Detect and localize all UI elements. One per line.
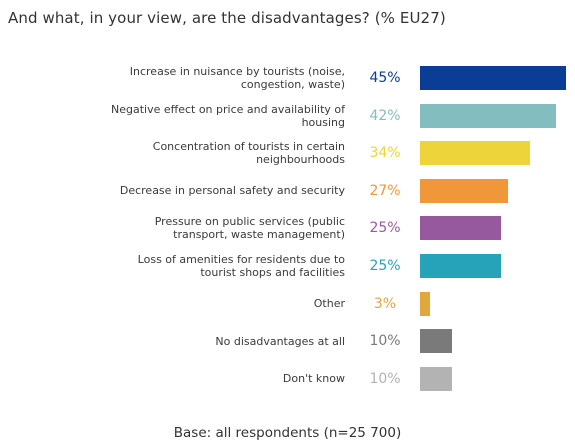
bar-row: Loss of amenities for residents due to to… — [0, 250, 575, 282]
bar — [420, 216, 502, 241]
category-label-line: Increase in nuisance by tourists (noise, — [129, 65, 345, 78]
bar-row: Decrease in personal safety and security… — [0, 175, 575, 207]
category-label: Pressure on public services (public trans… — [45, 212, 345, 244]
bar — [420, 254, 502, 278]
category-label-text: Don't know — [283, 372, 345, 385]
bar — [420, 141, 531, 166]
chart-title: And what, in your view, are the disadvan… — [8, 9, 446, 27]
category-label-line: Decrease in personal safety and security — [119, 184, 345, 198]
bar-row: Negative effect on price and availabilit… — [0, 100, 575, 132]
category-label-line: No disadvantages at all — [215, 334, 345, 348]
category-label: Decrease in personal safety and security — [45, 175, 345, 207]
category-label-line: housing — [301, 115, 345, 129]
value-label: 25% — [369, 220, 401, 237]
category-label: No disadvantages at all — [45, 325, 345, 357]
category-label-line: Don't know — [282, 372, 345, 386]
category-label: Don't know — [45, 363, 345, 395]
bar — [420, 178, 508, 203]
value-label: 45% — [369, 70, 401, 86]
category-label-line: Negative effect on price and availabilit… — [110, 102, 345, 116]
bar-row: Don't know 10% — [0, 363, 575, 395]
category-label-line: neighbourhoods — [256, 153, 345, 167]
category-label: Other — [45, 288, 345, 320]
category-label-text: Concentration of tourists in certain neig… — [153, 140, 345, 166]
bar — [420, 103, 557, 128]
base-note: Base: all respondents (n=25 700) — [173, 425, 402, 441]
value-label: 25% — [369, 258, 401, 274]
category-label-text: Loss of amenities for residents due to to… — [138, 253, 345, 279]
category-label: Increase in nuisance by tourists (noise,… — [45, 62, 345, 94]
category-label: Negative effect on price and availabilit… — [45, 100, 345, 132]
value-label: 3% — [373, 295, 397, 312]
value-label: 42% — [369, 107, 401, 124]
category-label-line: Concentration of tourists in certain — [152, 140, 345, 154]
value-label: 10% — [369, 370, 401, 387]
category-label: Loss of amenities for residents due to to… — [45, 250, 345, 282]
category-label: Concentration of tourists in certain neig… — [45, 137, 345, 169]
bar — [420, 329, 453, 354]
category-label-text: Decrease in personal safety and security — [120, 184, 345, 197]
value-label: 34% — [369, 145, 401, 162]
bar — [420, 366, 453, 391]
category-label-text: Negative effect on price and availabilit… — [111, 103, 345, 129]
category-label-line: Pressure on public services (public — [154, 215, 345, 229]
bar-row: Other 3% — [0, 288, 575, 320]
value-label: 10% — [369, 333, 401, 350]
category-label-text: Increase in nuisance by tourists (noise,… — [130, 65, 345, 91]
category-label-line: Other — [313, 297, 345, 311]
category-label-line: congestion, waste) — [240, 78, 345, 91]
bar — [420, 291, 430, 316]
bar-row: Concentration of tourists in certain neig… — [0, 137, 575, 169]
category-label-line: transport, waste management) — [173, 228, 345, 242]
category-label-text: Other — [314, 297, 345, 310]
bar-row: Increase in nuisance by tourists (noise,… — [0, 62, 575, 94]
category-label-text: No disadvantages at all — [215, 335, 345, 348]
category-label-line: Loss of amenities for residents due to — [137, 253, 345, 266]
bar-row: No disadvantages at all 10% — [0, 325, 575, 357]
category-label-line: tourist shops and facilities — [200, 266, 345, 279]
bar-row: Pressure on public services (public trans… — [0, 212, 575, 244]
category-label-text: Pressure on public services (public trans… — [155, 215, 345, 241]
value-label: 27% — [369, 182, 401, 199]
bar — [420, 66, 566, 90]
